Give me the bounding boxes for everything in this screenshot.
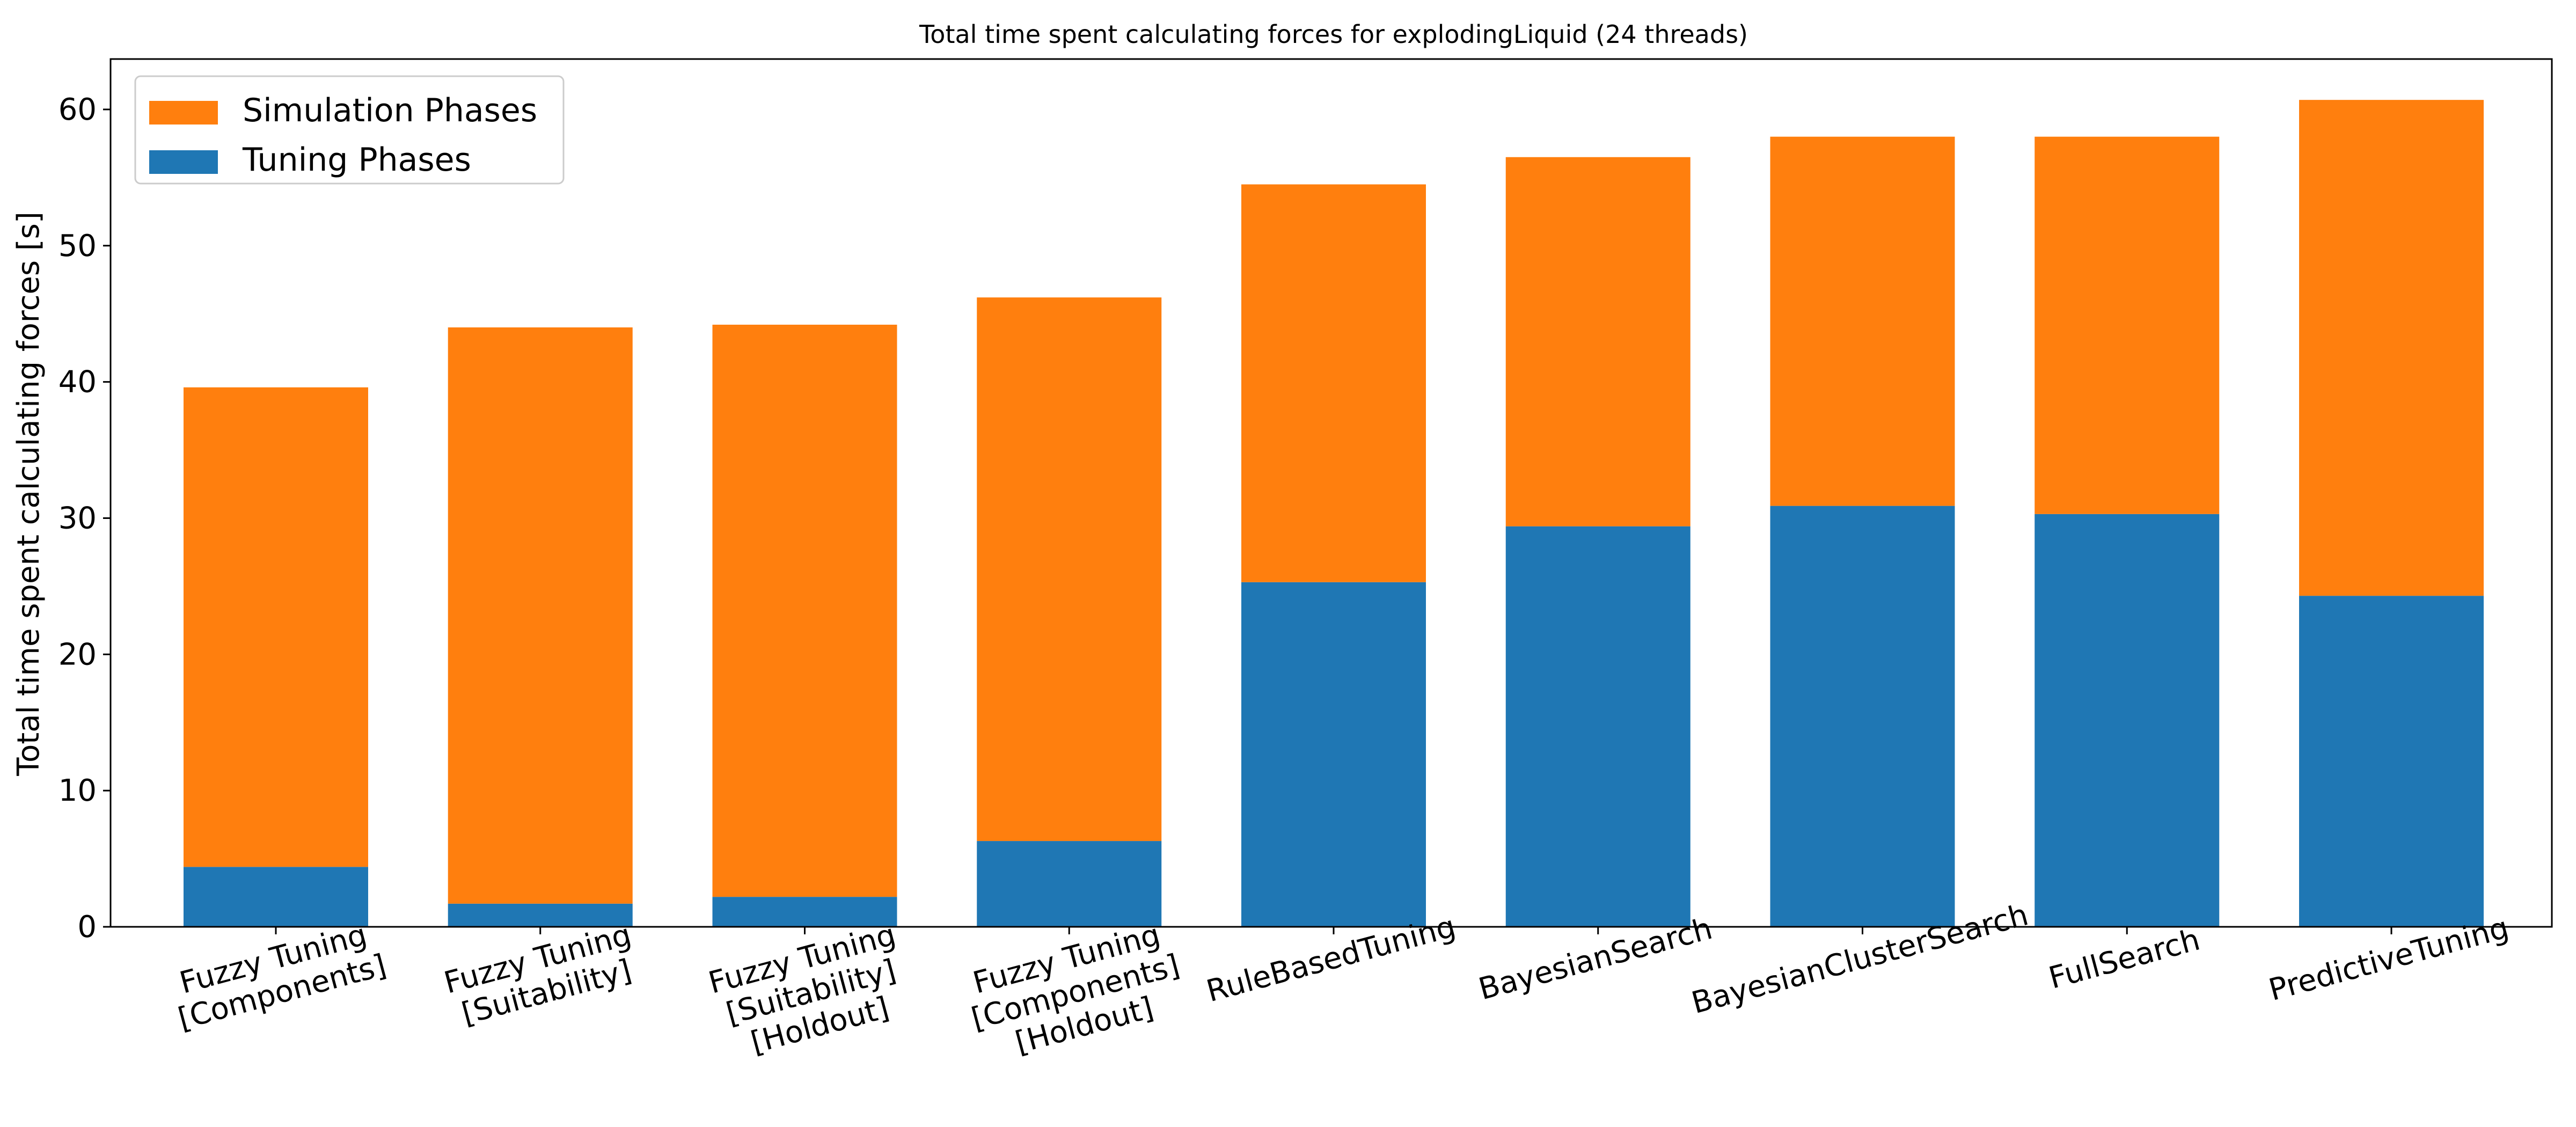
x-tick-label: Fuzzy Tuning[Components]: [174, 917, 390, 1036]
y-tick-label: 60: [58, 92, 97, 127]
y-tick-label: 50: [58, 229, 97, 264]
legend-box: [134, 75, 565, 185]
plot-frame: [109, 58, 2553, 928]
legend-label-tuning-phases: Tuning Phases: [242, 141, 471, 179]
bar-simulation-phases-5: [1505, 157, 1690, 526]
bar-simulation-phases-6: [1770, 136, 1955, 506]
y-tick-label: 30: [58, 501, 97, 536]
legend: Simulation Phases Tuning Phases: [134, 75, 565, 185]
bar-tuning-phases-4: [1241, 582, 1426, 927]
bar-simulation-phases-0: [184, 387, 368, 867]
bar-tuning-phases-7: [2035, 514, 2220, 927]
y-tick-label: 40: [58, 365, 97, 400]
x-tick-label: Fuzzy Tuning[Suitability][Holdout]: [705, 917, 900, 1060]
bar-tuning-phases-1: [448, 903, 633, 927]
bar-tuning-phases-5: [1505, 526, 1690, 927]
bar-tuning-phases-8: [2299, 596, 2484, 927]
bar-simulation-phases-3: [977, 297, 1162, 841]
y-tick-label: 20: [58, 637, 97, 672]
x-tick-label: Fuzzy Tuning[Suitability]: [441, 917, 635, 1031]
y-axis: 0 10 20 30 40 50 60: [58, 92, 111, 945]
bar-simulation-phases-4: [1241, 184, 1426, 582]
y-axis-label: Total time spent calculating forces [s]: [11, 211, 46, 776]
bar-simulation-phases-7: [2035, 136, 2220, 514]
plot-area: [184, 100, 2484, 927]
legend-label-simulation-phases: Simulation Phases: [243, 92, 537, 129]
chart-title: Total time spent calculating forces for …: [919, 20, 1748, 49]
x-tick-label: FullSearch: [2045, 922, 2204, 996]
legend-swatch-simulation-phases: [149, 101, 218, 125]
x-tick-label-line: FullSearch: [2045, 922, 2204, 996]
bar-tuning-phases-6: [1770, 506, 1955, 927]
y-tick-label: 0: [77, 910, 97, 945]
legend-swatch-tuning-phases: [149, 150, 218, 174]
bar-simulation-phases-1: [448, 327, 633, 904]
x-tick-label: Fuzzy Tuning[Components][Holdout]: [968, 917, 1183, 1060]
y-tick-label: 10: [58, 773, 97, 808]
bar-tuning-phases-0: [184, 867, 368, 927]
bar-tuning-phases-2: [712, 897, 897, 927]
bar-simulation-phases-2: [712, 325, 897, 897]
bar-simulation-phases-8: [2299, 100, 2484, 596]
bar-tuning-phases-3: [977, 841, 1162, 927]
